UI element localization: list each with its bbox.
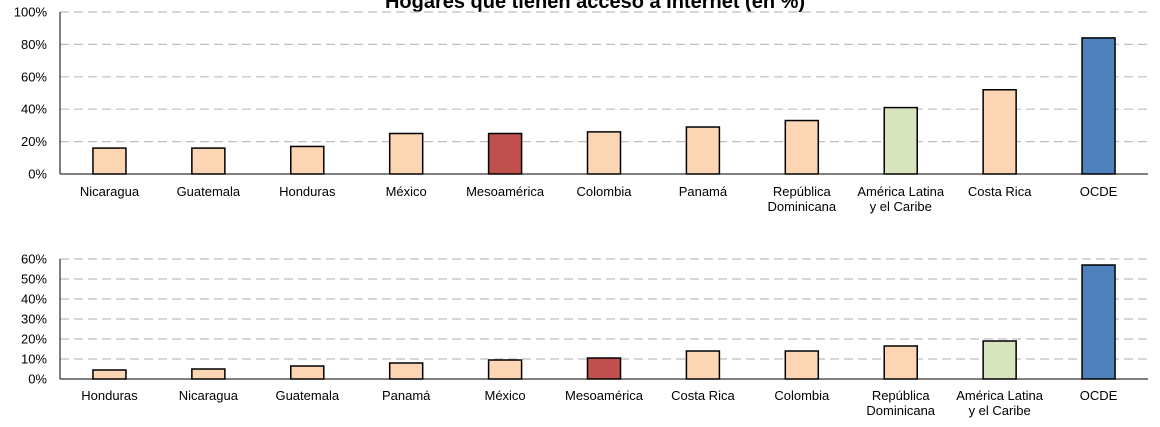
y-tick-label: 60% <box>21 252 47 267</box>
y-tick-label: 30% <box>21 312 47 327</box>
bar <box>586 131 622 175</box>
x-category-label: Guatemala <box>275 388 339 403</box>
bar <box>487 359 523 380</box>
x-category-label: Colombia <box>774 388 830 403</box>
bar <box>388 362 424 380</box>
bar <box>388 132 424 175</box>
x-category-label: Mesoamérica <box>466 184 545 199</box>
bar <box>1081 37 1116 175</box>
x-category-label: Costa Rica <box>968 184 1032 199</box>
bar <box>191 147 226 175</box>
bar <box>191 368 226 380</box>
bar <box>92 147 127 175</box>
x-category-label: Honduras <box>279 184 336 199</box>
upper-bar-chart: 0% 20% 40% 60% 80% 100% Nicaragua Guatemala Hond… <box>14 5 1148 214</box>
y-tick-label: 60% <box>21 69 47 84</box>
x-category-label: Panamá <box>382 388 431 403</box>
bar <box>1081 264 1116 380</box>
bar <box>883 345 918 380</box>
bar <box>487 132 523 175</box>
x-category-label: Colombia <box>577 184 633 199</box>
x-category-label: OCDE <box>1080 184 1118 199</box>
x-category-label: Guatemala <box>177 184 241 199</box>
bar <box>685 126 721 175</box>
x-category-label: República Dominicana <box>767 184 836 214</box>
y-tick-label: 20% <box>21 332 47 347</box>
y-tick-label: 10% <box>21 352 47 367</box>
x-category-label: Mesoamérica <box>565 388 644 403</box>
bar <box>982 89 1017 175</box>
x-category-label: América Latina y el Caribe <box>956 388 1043 418</box>
y-tick-label: 80% <box>21 37 47 52</box>
y-tick-label: 40% <box>21 292 47 307</box>
chart-title: Hogares que tienen acceso a Internet (en… <box>385 0 805 13</box>
x-category-label: Honduras <box>81 388 138 403</box>
x-category-label: Costa Rica <box>671 388 735 403</box>
x-category-label: América Latina y el Caribe <box>857 184 944 214</box>
x-category-label: Nicaragua <box>80 184 140 199</box>
lower-bar-chart: 0% 10% 20% 30% 40% 50% 60% Honduras Nicaragua Gua… <box>21 252 1148 418</box>
bar <box>290 365 325 380</box>
x-category-label: Panamá <box>679 184 728 199</box>
x-category-label: México <box>484 388 525 403</box>
bar <box>883 106 918 175</box>
y-tick-label: 40% <box>21 102 47 117</box>
y-tick-label: 20% <box>21 134 47 149</box>
x-category-label: Nicaragua <box>179 388 239 403</box>
y-tick-label: 0% <box>28 167 47 182</box>
bar <box>982 340 1017 380</box>
y-tick-label: 100% <box>14 5 48 20</box>
bar <box>290 145 325 175</box>
bar <box>784 119 820 175</box>
bar <box>784 350 820 380</box>
y-tick-label: 0% <box>28 372 47 387</box>
x-category-label: OCDE <box>1080 388 1118 403</box>
bar <box>685 350 721 380</box>
x-category-label: República Dominicana <box>866 388 935 418</box>
bar <box>92 369 127 380</box>
y-tick-label: 50% <box>21 272 47 287</box>
x-category-label: México <box>386 184 427 199</box>
bar <box>586 357 622 380</box>
